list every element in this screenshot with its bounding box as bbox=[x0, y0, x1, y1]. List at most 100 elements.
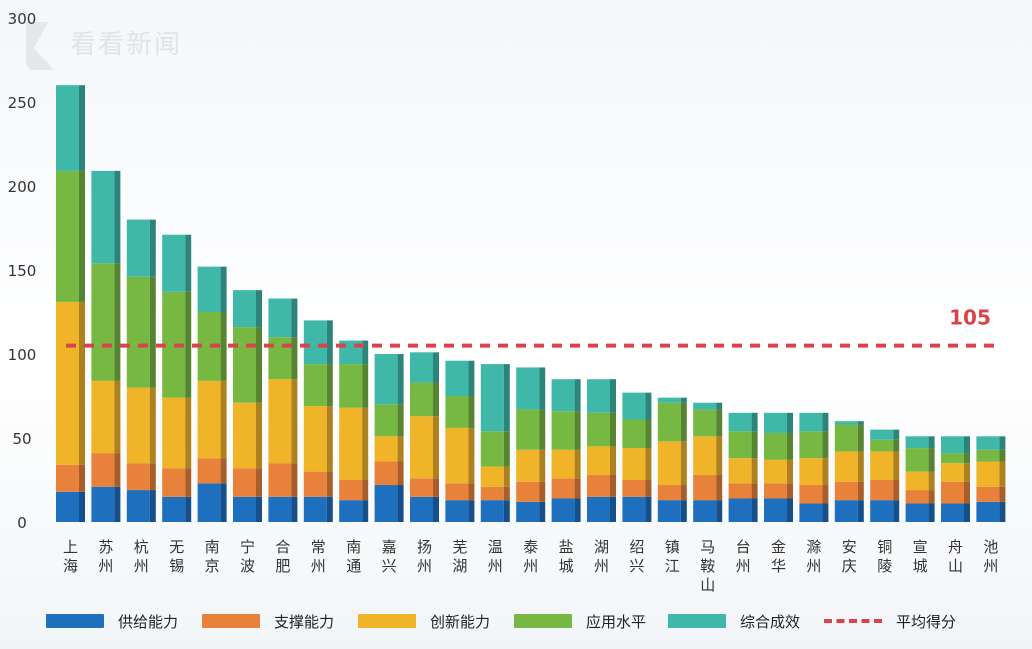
x-tick-label: 泰州 bbox=[523, 538, 538, 575]
bar-segment-side bbox=[362, 407, 369, 480]
bar-segment-side bbox=[256, 402, 262, 469]
bar-segment-side bbox=[326, 364, 333, 407]
bar-segment-side bbox=[716, 474, 723, 501]
bar-stack bbox=[374, 354, 404, 522]
x-tick-label: 安庆 bbox=[842, 538, 857, 575]
bar-segment bbox=[56, 491, 79, 522]
bar-segment bbox=[126, 463, 150, 491]
bar-segment-side bbox=[149, 276, 156, 388]
bar-segment-side bbox=[185, 468, 192, 497]
bar-stack bbox=[834, 421, 864, 522]
x-tick-label: 金华 bbox=[771, 538, 786, 575]
x-tick-label: 舟山 bbox=[948, 538, 963, 575]
legend-swatch bbox=[202, 614, 260, 628]
bar-stack bbox=[339, 340, 369, 522]
x-tick-label: 绍兴 bbox=[629, 538, 644, 575]
bar-segment-side bbox=[539, 501, 546, 522]
x-tick-label: 马鞍山 bbox=[700, 538, 715, 594]
bar-segment-side bbox=[822, 485, 829, 504]
y-tick-label: 150 bbox=[8, 262, 37, 280]
bar-segment-side bbox=[468, 500, 475, 522]
bar-segment-side bbox=[114, 263, 121, 381]
bar-stack bbox=[587, 379, 616, 522]
watermark-icon bbox=[26, 22, 54, 70]
bar-segment bbox=[728, 483, 752, 499]
legend-item: 支撑能力 bbox=[202, 606, 334, 636]
bar-segment bbox=[622, 480, 646, 497]
bar-segment-side bbox=[291, 463, 298, 497]
bar-segment-side bbox=[220, 380, 227, 459]
bar-segment-side bbox=[149, 219, 156, 277]
legend-label: 供给能力 bbox=[118, 612, 179, 631]
bar-stack bbox=[799, 412, 829, 522]
bar-segment bbox=[834, 451, 858, 482]
bar-segment-side bbox=[326, 320, 333, 365]
bar-segment-side bbox=[326, 406, 333, 472]
bar-segment bbox=[799, 458, 823, 486]
bar-segment bbox=[905, 503, 929, 522]
bar-segment-side bbox=[680, 402, 687, 442]
bar-segment-side bbox=[928, 436, 935, 449]
y-tick-label: 100 bbox=[8, 346, 37, 364]
bar-segment-side bbox=[893, 439, 900, 452]
x-tick-label: 池州 bbox=[983, 538, 998, 575]
bar-segment-side bbox=[503, 466, 510, 487]
bar-segment bbox=[410, 382, 433, 417]
watermark-logo: 看看新闻 bbox=[20, 18, 240, 78]
bar-segment-side bbox=[149, 387, 156, 464]
bar-segment bbox=[941, 463, 964, 482]
bar-segment-side bbox=[857, 500, 864, 522]
bar-segment bbox=[233, 290, 256, 328]
bar-segment-side bbox=[220, 483, 227, 522]
bar-stack bbox=[303, 320, 333, 522]
bar-segment-side bbox=[964, 481, 970, 504]
bar-segment-side bbox=[79, 301, 85, 465]
bar-segment bbox=[126, 490, 150, 522]
legend-item: 综合成效 bbox=[668, 606, 800, 636]
bar-segment-side bbox=[716, 436, 723, 475]
y-tick-label: 200 bbox=[8, 178, 37, 196]
bar-segment bbox=[480, 466, 504, 487]
bar-segment-side bbox=[999, 449, 1006, 462]
bar-segment-side bbox=[680, 500, 687, 522]
bar-segment bbox=[56, 170, 79, 302]
bar-segment bbox=[728, 431, 752, 459]
bar-segment-side bbox=[822, 412, 829, 432]
x-tick-label: 无锡 bbox=[169, 538, 184, 575]
bar-segment bbox=[303, 364, 327, 407]
bar-segment-side bbox=[751, 458, 758, 484]
bar-segment-side bbox=[610, 446, 616, 475]
bar-segment bbox=[799, 431, 823, 459]
bar-segment bbox=[91, 380, 115, 454]
bar-segment-side bbox=[185, 397, 192, 469]
x-tick-label: 盐城 bbox=[559, 538, 574, 575]
bar-stack bbox=[268, 298, 298, 522]
bar-segment-side bbox=[680, 397, 687, 403]
bar-segment bbox=[91, 170, 115, 264]
bar-segment-side bbox=[928, 448, 935, 472]
average-value-label: 105 bbox=[949, 306, 991, 330]
legend-label: 支撑能力 bbox=[274, 612, 335, 631]
bar-segment bbox=[374, 404, 398, 437]
bar-segment-side bbox=[857, 451, 864, 482]
bar-segment bbox=[56, 301, 79, 465]
x-tick-label: 南通 bbox=[346, 538, 361, 575]
y-tick-label: 250 bbox=[8, 94, 37, 112]
bar-segment-side bbox=[751, 483, 758, 499]
bar-segment bbox=[976, 461, 1000, 487]
bar-stack bbox=[233, 290, 262, 522]
bar-segment bbox=[728, 412, 752, 432]
bar-segment-side bbox=[539, 481, 546, 502]
bar-segment-side bbox=[928, 503, 935, 522]
bar-segment-side bbox=[964, 436, 970, 454]
bar-segment bbox=[941, 503, 964, 522]
bar-segment bbox=[622, 392, 646, 420]
bar-stack bbox=[870, 429, 900, 522]
bar-segment bbox=[162, 291, 186, 398]
bar-segment bbox=[480, 431, 504, 467]
bar-segment bbox=[693, 409, 717, 437]
bar-segment-side bbox=[751, 412, 758, 432]
x-tick-label: 南京 bbox=[205, 538, 220, 575]
bar-segment bbox=[551, 411, 575, 450]
bar-segment bbox=[445, 427, 469, 484]
